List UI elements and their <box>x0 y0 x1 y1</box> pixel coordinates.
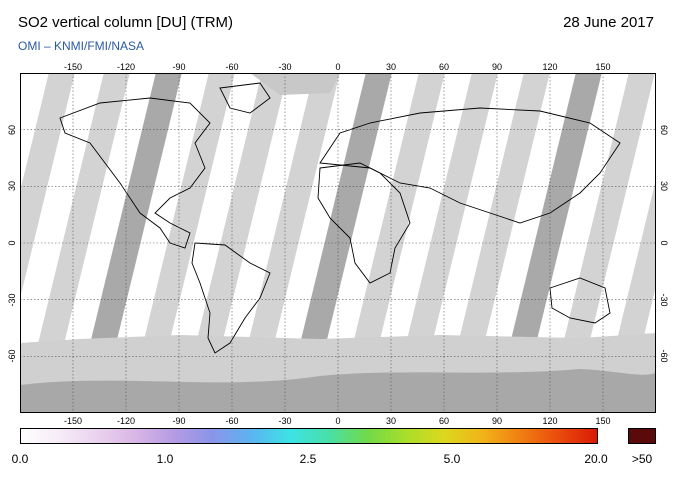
orbit-swath <box>336 73 445 413</box>
top-lon-tick: -60 <box>225 62 239 72</box>
right-lat-tick: 60 <box>659 124 669 135</box>
orbit-swath <box>546 73 655 413</box>
top-lon-tick: 30 <box>385 62 397 72</box>
bottom-lon-tick: 150 <box>595 416 611 426</box>
south-america-coast <box>191 242 271 354</box>
top-lon-tick: -90 <box>172 62 186 72</box>
coastlines <box>59 82 621 354</box>
colorbar-label-4: 20.0 <box>584 452 608 466</box>
right-lat-tick: -60 <box>659 349 669 363</box>
orbit-swath <box>493 73 602 413</box>
so2-map <box>20 73 656 413</box>
orbit-swath <box>599 179 656 413</box>
orbit-swath <box>126 73 235 413</box>
bottom-lon-tick: 0 <box>335 416 341 426</box>
date-label: 28 June 2017 <box>563 14 654 31</box>
colorbar-label-2: 2.5 <box>299 452 317 466</box>
bottom-lon-tick: 120 <box>542 416 558 426</box>
bottom-lon-tick: 60 <box>438 416 450 426</box>
overflow-swatch <box>628 428 656 444</box>
colorbar-ramp <box>20 428 598 444</box>
top-lon-tick: -30 <box>278 62 292 72</box>
arctic-nodata-region <box>250 73 340 95</box>
colorbar-label-0: 0.0 <box>11 452 29 466</box>
bottom-lon-tick: -150 <box>63 416 83 426</box>
colorbar <box>20 428 598 444</box>
right-lat-tick: 0 <box>659 240 669 246</box>
map-frame <box>20 73 656 413</box>
left-lat-tick: -30 <box>7 293 17 307</box>
right-lat-tick: 30 <box>659 181 669 192</box>
bottom-lon-tick: -30 <box>278 416 292 426</box>
north-america-coast <box>59 97 211 249</box>
left-lat-tick: 30 <box>7 181 17 192</box>
bottom-lon-tick: 30 <box>385 416 397 426</box>
colorbar-frame <box>20 428 598 444</box>
greenland-coast <box>219 82 271 114</box>
chart-title: SO2 vertical column [DU] (TRM) <box>18 14 234 31</box>
orbit-swath <box>21 73 130 413</box>
eurasia-coast <box>319 107 621 224</box>
bottom-lon-tick: -120 <box>116 416 136 426</box>
orbit-swath <box>73 73 182 413</box>
top-lon-tick: -150 <box>63 62 83 72</box>
top-lon-tick: 0 <box>335 62 341 72</box>
top-lon-tick: 90 <box>491 62 503 72</box>
graticule <box>20 73 656 413</box>
orbit-swath <box>441 73 550 413</box>
top-lon-tick: 120 <box>542 62 558 72</box>
bottom-lon-tick: 90 <box>491 416 503 426</box>
colorbar-label-1: 1.0 <box>156 452 174 466</box>
bottom-lon-tick: -90 <box>172 416 186 426</box>
orbit-swath <box>283 73 392 413</box>
right-lat-tick: -30 <box>659 293 669 307</box>
data-credit: OMI – KNMI/FMI/NASA <box>18 39 145 53</box>
left-lat-tick: -60 <box>7 349 17 363</box>
left-lat-tick: 0 <box>7 240 17 246</box>
top-lon-tick: 150 <box>595 62 611 72</box>
top-lon-tick: -120 <box>116 62 136 72</box>
bottom-lon-tick: -60 <box>225 416 239 426</box>
orbit-swath <box>231 73 340 413</box>
australia-coast <box>549 277 611 324</box>
colorbar-label-3: 5.0 <box>443 452 461 466</box>
colorbar-overflow-label: >50 <box>631 452 653 466</box>
top-lon-tick: 60 <box>438 62 450 72</box>
left-lat-tick: 60 <box>7 124 17 135</box>
